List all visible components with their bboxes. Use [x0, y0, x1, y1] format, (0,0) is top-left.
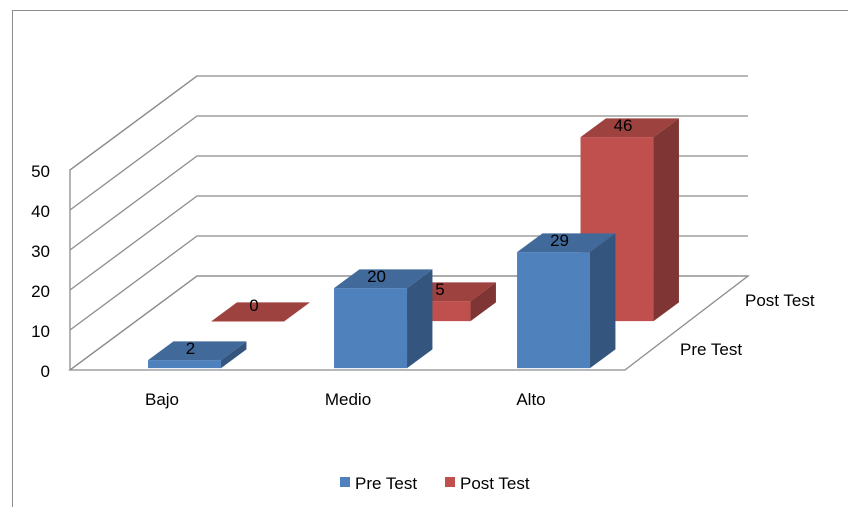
bars: [148, 118, 679, 369]
depth-axis-labels: Pre Test Post Test: [680, 291, 815, 359]
bar-pre-test-bajo: [148, 341, 247, 369]
left-wall-edge: [69, 75, 198, 370]
x-axis-labels: Bajo Medio Alto: [145, 390, 546, 409]
legend: Pre Test Post Test: [340, 474, 530, 493]
data-label: 29: [550, 231, 569, 250]
depth-label: Post Test: [745, 291, 815, 310]
y-tick-label: 30: [31, 242, 50, 261]
legend-label: Post Test: [460, 474, 530, 493]
x-tick-label: Medio: [325, 390, 371, 409]
gridline: [69, 75, 748, 171]
data-label: 20: [367, 267, 386, 286]
bar-post-test-bajo: [211, 302, 310, 322]
data-label: 0: [249, 296, 258, 315]
data-label: 46: [614, 116, 633, 135]
chart-frame: [12, 10, 848, 507]
x-tick-label: Bajo: [145, 390, 179, 409]
bar-pre-test-medio: [334, 269, 433, 369]
y-tick-label: 40: [31, 202, 50, 221]
gridline: [69, 195, 748, 291]
legend-swatch: [340, 477, 350, 487]
bar-pre-test-alto: [517, 233, 616, 369]
y-tick-label: 0: [41, 362, 50, 381]
data-label: 5: [435, 280, 444, 299]
y-tick-label: 50: [31, 162, 50, 181]
y-tick-label: 10: [31, 322, 50, 341]
legend-swatch: [445, 477, 455, 487]
y-axis-ticks: 0 10 20 30 40 50: [31, 162, 50, 381]
y-tick-label: 20: [31, 282, 50, 301]
gridline: [69, 155, 748, 251]
data-label: 2: [186, 339, 195, 358]
legend-label: Pre Test: [355, 474, 417, 493]
x-tick-label: Alto: [516, 390, 545, 409]
data-labels: 0 5 46 2 20 29: [186, 116, 633, 358]
depth-label: Pre Test: [680, 340, 742, 359]
gridline: [69, 115, 748, 211]
